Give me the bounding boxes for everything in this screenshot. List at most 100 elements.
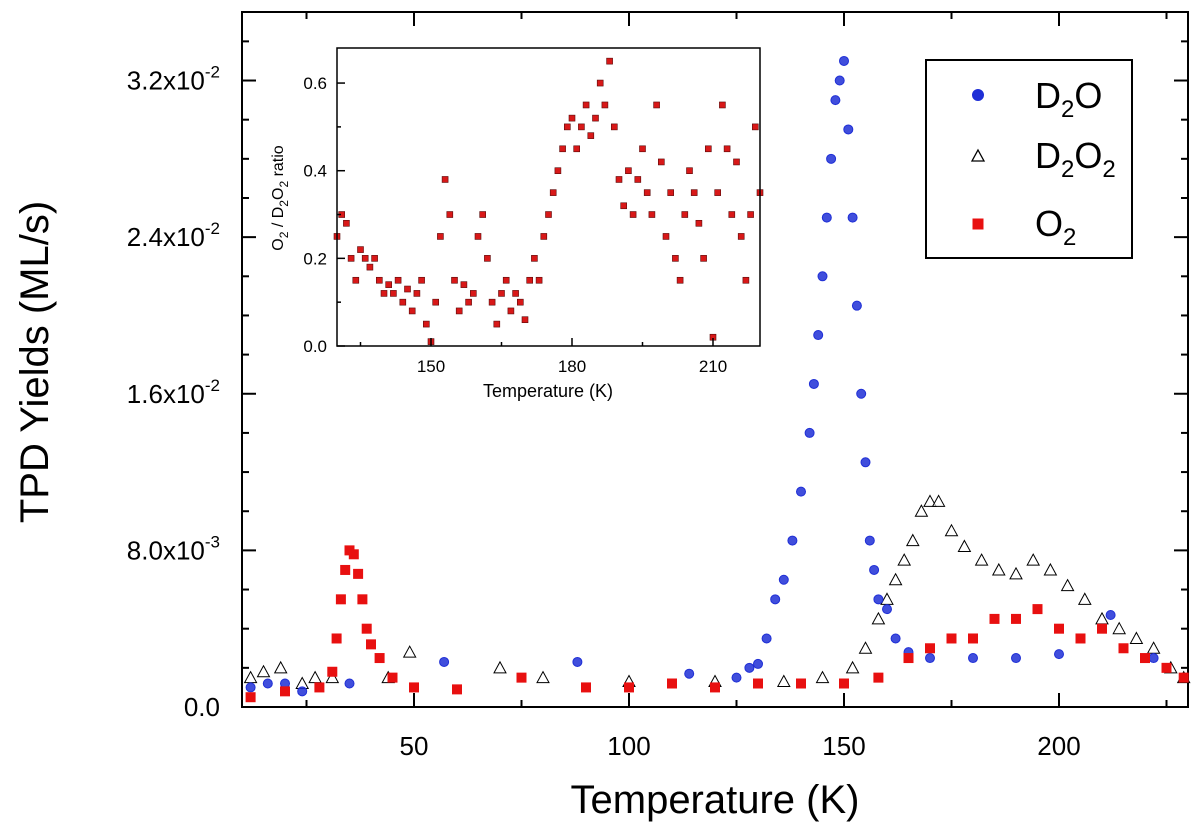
inset-y-tick-label: 0.6: [303, 74, 327, 93]
d2o2-point: [325, 670, 340, 684]
d2o2-point: [1043, 562, 1058, 576]
ratio-point: [375, 276, 383, 284]
d2o-point: [968, 653, 978, 664]
main-y-tick-label: 1.6x10-2: [127, 376, 220, 409]
ratio-point: [521, 316, 529, 324]
d2o-point: [856, 388, 867, 399]
d2o2-point: [1077, 592, 1092, 605]
o2-point: [1178, 672, 1189, 683]
ratio-point: [347, 255, 355, 262]
d2o-point: [864, 535, 875, 546]
d2o2-point: [1060, 578, 1075, 592]
ratio-point: [563, 123, 571, 131]
d2o2-point: [944, 523, 959, 537]
d2o2-point: [914, 504, 929, 517]
ratio-point: [432, 298, 440, 306]
ratio-point: [540, 233, 548, 240]
ratio-point: [714, 189, 722, 196]
o2-point: [516, 672, 527, 683]
o2-point: [1118, 643, 1129, 654]
d2o-point: [796, 486, 806, 497]
d2o2-point: [974, 553, 989, 566]
ratio-point: [568, 114, 576, 122]
o2-point: [903, 653, 914, 664]
d2o-point: [804, 427, 815, 438]
inset-plot-frame: [336, 47, 761, 347]
main-y-tick-label: 0.0: [184, 692, 220, 722]
ratio-point: [493, 320, 501, 328]
main-x-tick-label: 100: [607, 731, 650, 761]
o2-point: [348, 549, 359, 560]
d2o2-point: [243, 670, 258, 684]
ratio-point: [592, 114, 599, 122]
ratio-point: [465, 298, 472, 306]
series-o2: [245, 545, 1189, 703]
ratio-point: [615, 176, 623, 183]
o2-point: [280, 686, 290, 697]
ratio-point: [733, 158, 740, 166]
inset-x-tick-label: 150: [417, 357, 445, 376]
ratio-point: [484, 255, 491, 262]
ratio-point: [531, 255, 538, 262]
ratio-point: [559, 145, 566, 153]
ratio-point: [474, 233, 482, 240]
d2o-point: [778, 574, 789, 585]
main-axis-ticks: [242, 12, 1188, 708]
d2o-point: [808, 378, 819, 389]
o2-point: [361, 623, 372, 634]
main-x-axis-label: Temperature (K): [571, 778, 860, 822]
d2o-point: [890, 633, 901, 644]
ratio-point: [751, 123, 759, 131]
o2-point: [839, 678, 849, 689]
o2-point: [366, 639, 376, 650]
ratio-point: [582, 101, 590, 109]
d2o2-point: [957, 539, 972, 552]
ratio-point: [620, 202, 628, 210]
d2o-point: [813, 330, 824, 341]
ratio-point: [455, 307, 463, 315]
ratio-point: [516, 298, 524, 306]
o2-point: [581, 682, 591, 693]
d2o-point: [830, 95, 841, 106]
ratio-point: [507, 307, 515, 315]
o2-point: [1075, 633, 1086, 644]
inset-background: [337, 48, 760, 346]
d2o-point: [753, 658, 763, 669]
d2o-point: [873, 594, 884, 605]
ratio-point: [535, 276, 543, 284]
ratio-point: [526, 276, 534, 284]
main-x-tick-label: 200: [1037, 731, 1080, 761]
o2-point: [796, 678, 806, 689]
d2o-point: [1105, 609, 1116, 620]
ratio-point: [380, 290, 388, 297]
ratio-point: [606, 57, 613, 65]
o2-point: [331, 633, 342, 644]
ratio-point: [437, 233, 444, 240]
legend-entry-o2: O2: [972, 203, 1076, 251]
o2-point: [1161, 662, 1172, 673]
d2o-point: [851, 300, 862, 311]
ratio-point: [719, 101, 726, 109]
ratio-point: [352, 276, 360, 284]
d2o-point: [761, 633, 772, 644]
ratio-point: [390, 290, 397, 297]
ratio-point: [695, 219, 703, 227]
d2o2-point: [536, 670, 550, 684]
ratio-point: [629, 211, 637, 218]
d2o-point: [860, 457, 871, 468]
ratio-point: [634, 176, 642, 183]
o2-point: [245, 692, 256, 703]
o2-point: [989, 613, 1000, 624]
ratio-point: [394, 276, 402, 284]
o2-point: [409, 682, 419, 693]
d2o2-point: [308, 670, 322, 684]
d2o2-point: [931, 494, 946, 507]
d2o-point: [744, 662, 755, 673]
legend-label-d2o2: D2O2: [1035, 135, 1116, 183]
ratio-point: [587, 132, 595, 139]
ratio-point: [343, 219, 350, 227]
ratio-point: [469, 290, 477, 297]
o2-point: [327, 666, 338, 677]
d2o2-point: [1112, 621, 1127, 635]
